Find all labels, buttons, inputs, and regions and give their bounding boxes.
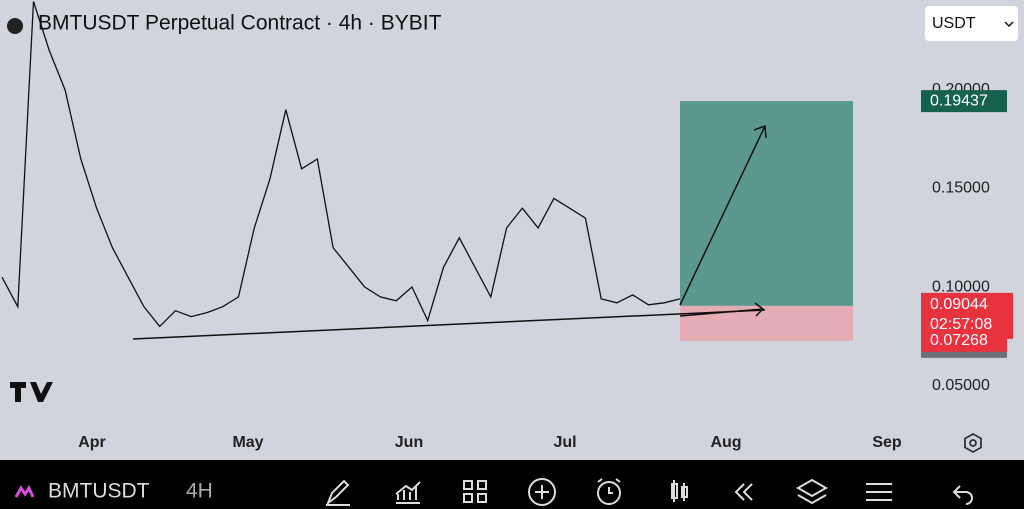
- settings-tool[interactable]: [866, 483, 892, 501]
- dropdown-arrow: [1004, 21, 1014, 28]
- trend-line: [132, 309, 766, 340]
- add-tool-plus: [535, 485, 549, 499]
- settings-icon[interactable]: [964, 432, 982, 454]
- symbol-icon: [7, 18, 23, 34]
- undo-tool[interactable]: [952, 485, 973, 505]
- indicators-tool[interactable]: [395, 481, 421, 504]
- arrow-flat: [679, 302, 765, 317]
- countdown: 02:57:08: [930, 316, 992, 333]
- stop-zone: [680, 305, 853, 341]
- chart-title: BMTUSDT Perpetual Contract · 4h · BYBIT: [38, 12, 442, 35]
- x-tick-label: Jun: [395, 434, 423, 451]
- layers-tool[interactable]: [795, 478, 829, 505]
- symbol-logo: [14, 484, 35, 498]
- x-tick-label: Jul: [553, 434, 576, 451]
- y-tick-label: 0.05000: [932, 377, 990, 394]
- currency-label: USDT: [932, 15, 976, 32]
- target-zone: [680, 101, 853, 306]
- y-tick-label: 0.15000: [932, 180, 990, 197]
- x-tick-label: Sep: [872, 434, 902, 451]
- draw-tool[interactable]: [325, 479, 350, 506]
- x-tick-label: May: [232, 434, 263, 451]
- currency-select[interactable]: [925, 6, 1018, 41]
- add-tool[interactable]: [528, 478, 556, 506]
- price-line: [1, 1, 681, 328]
- alert-tool[interactable]: [597, 481, 621, 505]
- toolbar-interval[interactable]: 4H: [186, 480, 213, 503]
- target-tag: 0.19437: [930, 92, 988, 109]
- chart-bg: [0, 0, 1024, 460]
- candles-tool[interactable]: [671, 480, 688, 502]
- replay-tool[interactable]: [734, 483, 753, 501]
- stop-tag-bg: [921, 329, 1007, 352]
- alert-tool-hands: [597, 478, 621, 494]
- toolbar: [0, 460, 1024, 509]
- stop-tag: 0.07268: [930, 332, 988, 349]
- tv-logo: [10, 382, 53, 402]
- settings-icon-center: [969, 439, 977, 447]
- y-tick-label: 0.10000: [932, 278, 990, 295]
- toolbar-symbol[interactable]: BMTUSDT: [48, 480, 150, 503]
- x-tick-label: Apr: [78, 434, 106, 451]
- x-tick-label: Aug: [710, 434, 741, 451]
- target-tag-bg: [921, 90, 1007, 113]
- entry-tag: 0.09044: [930, 296, 988, 313]
- layouts-tool[interactable]: [463, 480, 487, 503]
- arrow-up: [679, 124, 767, 306]
